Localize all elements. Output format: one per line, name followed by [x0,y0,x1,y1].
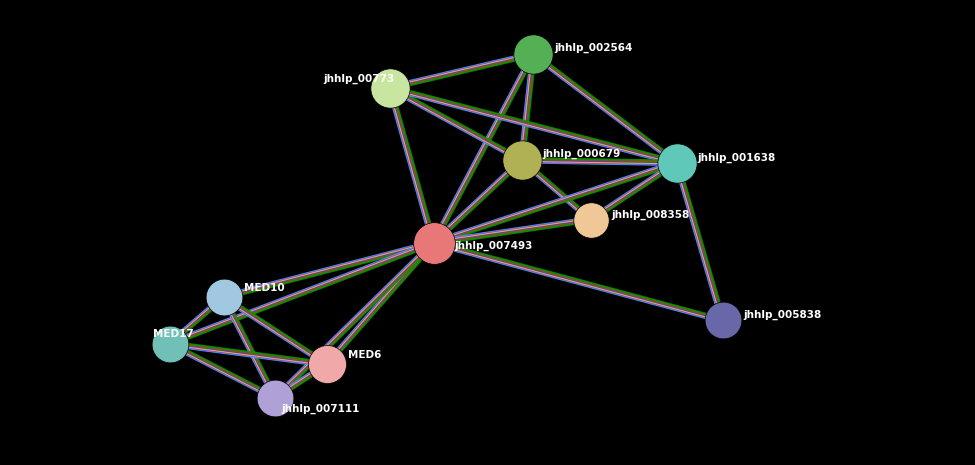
Text: jhhlp_00773: jhhlp_00773 [324,73,395,84]
Text: jhhlp_000679: jhhlp_000679 [542,149,621,159]
Point [162,340,177,347]
Text: jhhlp_001638: jhhlp_001638 [697,153,776,163]
Text: MED6: MED6 [347,350,381,360]
Point [715,317,730,324]
Point [319,360,334,368]
Text: jhhlp_007493: jhhlp_007493 [454,240,532,251]
Text: jhhlp_008358: jhhlp_008358 [611,209,689,219]
Text: jhhlp_007111: jhhlp_007111 [281,404,360,414]
Text: jhhlp_002564: jhhlp_002564 [554,43,633,53]
Point [426,239,442,246]
Point [583,216,599,223]
Point [267,394,283,402]
Point [382,84,398,92]
Text: jhhlp_005838: jhhlp_005838 [743,310,822,320]
Point [526,51,541,58]
Point [669,159,684,166]
Text: MED17: MED17 [152,329,193,339]
Text: MED10: MED10 [245,283,285,293]
Point [215,293,231,301]
Point [514,156,529,164]
